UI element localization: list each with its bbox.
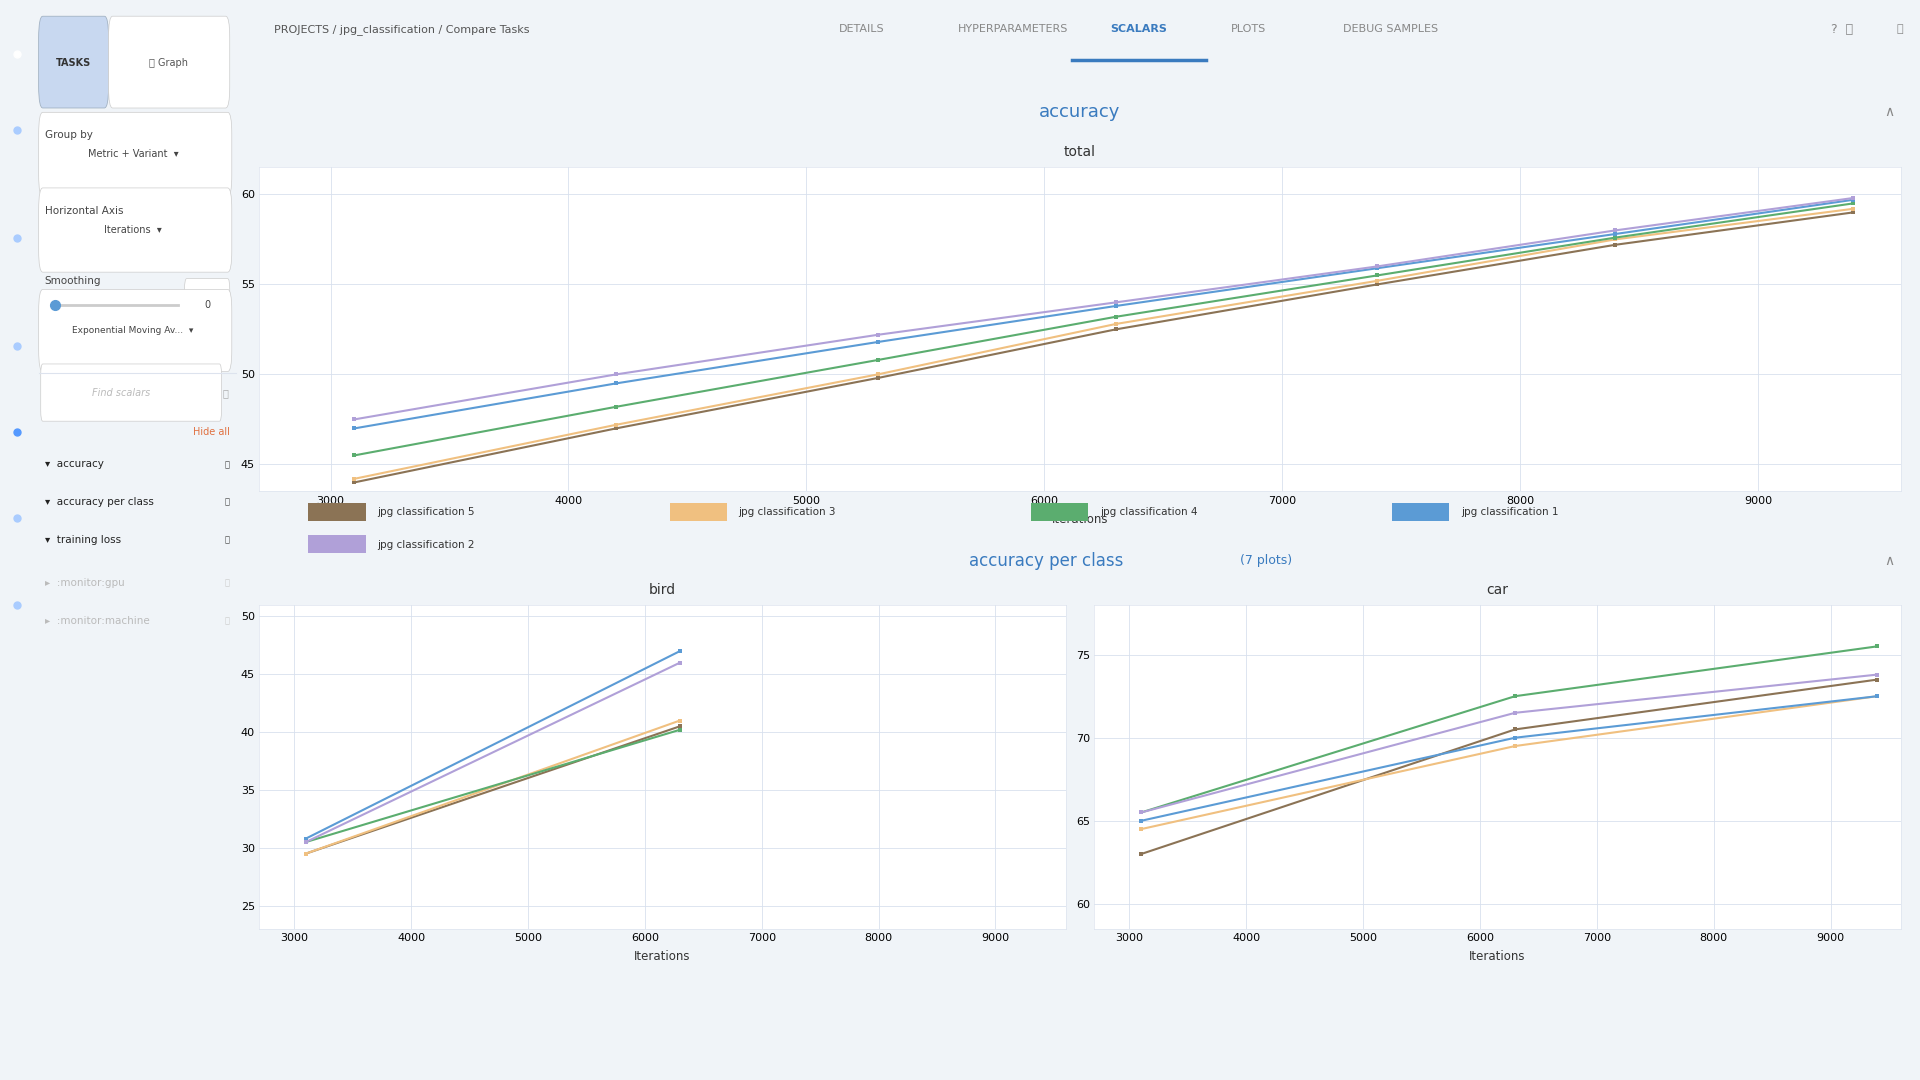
X-axis label: Iterations: Iterations — [1052, 513, 1108, 526]
Text: DETAILS: DETAILS — [839, 24, 885, 35]
Text: 👁: 👁 — [225, 460, 230, 469]
Text: TASKS: TASKS — [56, 57, 92, 68]
Text: 🔍: 🔍 — [223, 388, 228, 399]
Bar — [1392, 502, 1450, 521]
Text: ▸  :monitor:gpu: ▸ :monitor:gpu — [44, 578, 125, 589]
Text: SCALARS: SCALARS — [1110, 24, 1167, 35]
Text: jpg classification 1: jpg classification 1 — [1461, 508, 1559, 517]
Title: car: car — [1486, 583, 1509, 596]
Text: ▾  training loss: ▾ training loss — [44, 535, 121, 545]
Text: 👁: 👁 — [225, 536, 230, 544]
FancyBboxPatch shape — [184, 279, 230, 330]
Text: ▾  accuracy: ▾ accuracy — [44, 459, 104, 470]
Text: ▸  :monitor:machine: ▸ :monitor:machine — [44, 616, 150, 626]
Text: Group by: Group by — [44, 130, 92, 140]
Title: bird: bird — [649, 583, 676, 596]
Text: jpg classification 3: jpg classification 3 — [739, 508, 835, 517]
Text: 👁: 👁 — [225, 617, 230, 625]
Text: Smoothing: Smoothing — [44, 275, 102, 286]
FancyBboxPatch shape — [38, 112, 232, 197]
Text: jpg classification 2: jpg classification 2 — [378, 540, 474, 550]
Text: HYPERPARAMETERS: HYPERPARAMETERS — [958, 24, 1068, 35]
Text: Hide all: Hide all — [192, 427, 230, 437]
Text: PROJECTS / jpg_classification / Compare Tasks: PROJECTS / jpg_classification / Compare … — [275, 24, 530, 35]
Text: 👁: 👁 — [225, 498, 230, 507]
X-axis label: Iterations: Iterations — [1469, 950, 1526, 963]
Title: total: total — [1064, 146, 1096, 159]
Text: 0: 0 — [204, 299, 209, 310]
FancyBboxPatch shape — [38, 188, 232, 272]
Text: 🔄: 🔄 — [1897, 24, 1903, 35]
Bar — [309, 502, 367, 521]
X-axis label: Iterations: Iterations — [634, 950, 691, 963]
Text: accuracy per class: accuracy per class — [970, 552, 1123, 569]
Text: jpg classification 5: jpg classification 5 — [378, 508, 474, 517]
FancyBboxPatch shape — [38, 289, 232, 372]
Text: Horizontal Axis: Horizontal Axis — [44, 205, 123, 216]
FancyBboxPatch shape — [38, 16, 109, 108]
Text: Iterations  ▾: Iterations ▾ — [104, 225, 161, 235]
Text: Metric + Variant  ▾: Metric + Variant ▾ — [88, 149, 179, 160]
Text: ⬛ Graph: ⬛ Graph — [148, 57, 188, 68]
Text: PLOTS: PLOTS — [1231, 24, 1265, 35]
Text: Exponential Moving Av...  ▾: Exponential Moving Av... ▾ — [73, 326, 194, 335]
Text: ?  👤: ? 👤 — [1830, 23, 1853, 36]
Bar — [309, 535, 367, 553]
Text: Find scalars: Find scalars — [92, 388, 150, 399]
Text: ∧: ∧ — [1885, 106, 1895, 119]
Text: accuracy: accuracy — [1039, 104, 1121, 121]
Text: jpg classification 4: jpg classification 4 — [1100, 508, 1198, 517]
Text: DEBUG SAMPLES: DEBUG SAMPLES — [1344, 24, 1438, 35]
Text: (7 plots): (7 plots) — [1240, 554, 1292, 567]
Text: ∧: ∧ — [1885, 554, 1895, 567]
Text: ▾  accuracy per class: ▾ accuracy per class — [44, 497, 154, 508]
Bar — [670, 502, 728, 521]
Text: 👁: 👁 — [225, 579, 230, 588]
FancyBboxPatch shape — [40, 364, 221, 421]
Bar — [1031, 502, 1089, 521]
FancyBboxPatch shape — [109, 16, 230, 108]
